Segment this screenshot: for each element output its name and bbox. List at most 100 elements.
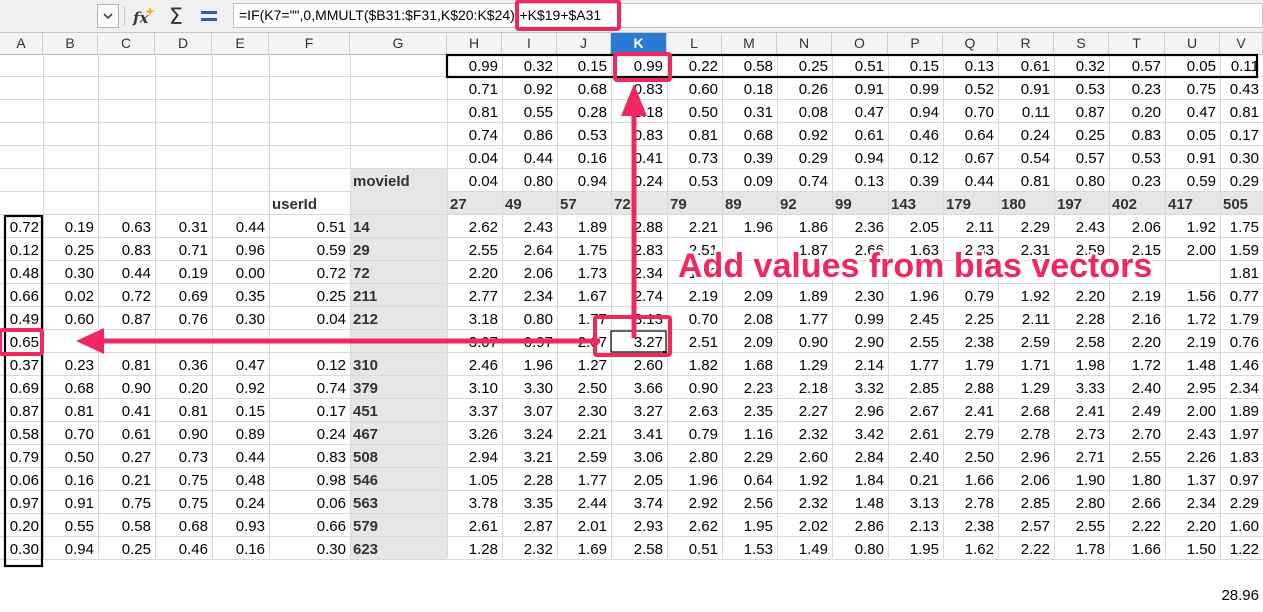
user-factor-cell[interactable]: 0.70 [64,426,94,443]
user-bias-cell[interactable]: 0.79 [9,449,39,466]
column-header-v[interactable]: V [1220,33,1263,54]
prediction-cell[interactable]: 1.80 [1131,472,1161,489]
movie-factor-cell[interactable]: 0.47 [854,104,884,121]
prediction-cell[interactable]: 2.83 [633,242,663,259]
prediction-cell[interactable]: 1.16 [743,426,773,443]
movie-bias-cell[interactable]: 0.15 [577,58,607,75]
prediction-cell[interactable]: 2.45 [909,311,939,328]
column-header-i[interactable]: I [502,33,557,54]
prediction-cell[interactable]: 2.23 [743,380,773,397]
prediction-cell[interactable]: 2.11 [1021,311,1050,328]
user-factor-cell[interactable]: 0.44 [121,265,151,282]
user-factor-cell[interactable]: 0.19 [178,265,208,282]
user-factor-cell[interactable]: 0.89 [235,426,265,443]
user-factor-cell[interactable] [212,330,269,353]
movie-bias-cell[interactable]: 0.15 [909,58,939,75]
prediction-cell[interactable]: 2.50 [964,449,994,466]
prediction-cell[interactable]: 1.29 [1020,380,1050,397]
column-header-g[interactable]: G [350,33,447,54]
movie-factor-cell[interactable]: 0.92 [798,127,828,144]
prediction-cell[interactable]: 2.34 [633,265,663,282]
user-factor-cell[interactable]: 0.04 [316,311,346,328]
movie-factor-cell[interactable]: 0.61 [854,127,884,144]
prediction-cell[interactable]: 1.93 [688,265,718,282]
prediction-cell[interactable]: 0.97 [1229,472,1259,489]
prediction-cell[interactable]: 2.43 [1075,219,1105,236]
user-factor-cell[interactable] [98,330,155,353]
prediction-cell[interactable]: 1.56 [1186,288,1216,305]
user-factor-cell[interactable]: 0.50 [64,449,94,466]
prediction-cell[interactable]: 0.76 [1229,334,1259,351]
movie-factor-cell[interactable]: 0.20 [1131,104,1161,121]
prediction-cell[interactable]: 1.28 [468,541,498,558]
movie-factor-cell[interactable]: 0.04 [468,173,498,190]
prediction-cell[interactable]: 1.92 [1020,288,1050,305]
user-factor-cell[interactable]: 0.20 [178,380,208,397]
user-factor-cell[interactable]: 0.75 [121,495,151,512]
prediction-cell[interactable]: 1.71 [1020,357,1050,374]
prediction-cell[interactable]: 2.55 [1075,518,1105,535]
user-factor-cell[interactable]: 0.36 [178,357,208,374]
prediction-cell[interactable]: 2.44 [577,495,607,512]
movie-id-cell[interactable]: 417 [1168,196,1194,213]
user-factor-cell[interactable]: 0.25 [121,541,151,558]
prediction-cell[interactable]: 2.05 [633,472,663,489]
prediction-cell[interactable]: 2.11 [965,219,994,236]
user-bias-cell[interactable]: 0.37 [9,357,39,374]
user-id-cell[interactable]: 211 [353,288,378,305]
movie-factor-cell[interactable]: 0.68 [743,127,773,144]
prediction-cell[interactable]: 2.49 [1131,403,1161,420]
movie-factor-cell[interactable]: 0.81 [468,104,498,121]
column-header-e[interactable]: E [212,33,269,54]
prediction-cell[interactable]: 1.78 [1075,541,1105,558]
prediction-cell[interactable]: 1.67 [577,288,607,305]
user-bias-cell[interactable]: 0.87 [9,403,39,420]
prediction-cell[interactable]: 2.28 [523,472,553,489]
movie-factor-cell[interactable]: 0.26 [798,81,828,98]
movie-factor-cell[interactable]: 0.86 [523,127,553,144]
prediction-cell[interactable]: 2.00 [1186,403,1216,420]
column-header-l[interactable]: L [667,33,722,54]
user-factor-cell[interactable] [269,330,350,353]
prediction-cell[interactable]: 3.37 [468,403,498,420]
prediction-cell[interactable]: 0.21 [909,472,939,489]
user-factor-cell[interactable]: 0.68 [64,380,94,397]
prediction-cell[interactable]: 1.37 [1186,472,1216,489]
prediction-cell[interactable]: 1.46 [1229,357,1259,374]
movie-factor-cell[interactable]: 0.75 [1186,81,1216,98]
user-factor-cell[interactable]: 0.69 [178,288,208,305]
movie-factor-cell[interactable]: 0.81 [1229,104,1259,121]
prediction-cell[interactable]: 2.85 [1020,495,1050,512]
prediction-cell[interactable]: 2.58 [1075,334,1105,351]
user-id-cell[interactable]: 508 [353,449,379,466]
movie-factor-cell[interactable]: 0.80 [1075,173,1105,190]
prediction-cell[interactable]: 2.36 [854,219,884,236]
prediction-cell[interactable]: 3.74 [633,495,663,512]
prediction-cell[interactable]: 0.79 [964,288,994,305]
prediction-cell[interactable]: 1.59 [1229,242,1259,259]
user-id-cell[interactable]: 310 [353,357,379,374]
prediction-cell[interactable]: 1.79 [1229,311,1259,328]
prediction-cell[interactable]: 1.73 [577,265,607,282]
prediction-cell[interactable]: 2.20 [1075,288,1105,305]
user-bias-cell[interactable]: 0.97 [9,495,39,512]
movie-factor-cell[interactable]: 0.29 [1229,173,1259,190]
movie-bias-cell[interactable]: 0.58 [743,58,773,75]
movie-factor-cell[interactable]: 0.74 [468,127,498,144]
sum-icon[interactable]: Σ [165,4,189,28]
movie-factor-cell[interactable]: 0.87 [1075,104,1105,121]
movie-id-cell[interactable]: 79 [670,196,687,213]
user-factor-cell[interactable]: 0.44 [235,449,265,466]
movie-id-cell[interactable]: 72 [614,196,631,213]
prediction-cell[interactable]: 1.89 [1229,403,1259,420]
prediction-cell[interactable]: 2.73 [1075,426,1105,443]
user-id-label[interactable]: userId [272,196,318,213]
prediction-cell[interactable] [832,261,888,284]
prediction-cell[interactable]: 0.70 [688,311,718,328]
prediction-cell[interactable]: 0.51 [688,541,718,558]
prediction-cell[interactable] [1109,261,1165,284]
prediction-cell[interactable]: 0.90 [798,334,828,351]
movie-factor-cell[interactable]: 0.74 [798,173,828,190]
movie-id-cell[interactable]: 179 [946,196,972,213]
user-factor-cell[interactable]: 0.30 [235,311,265,328]
